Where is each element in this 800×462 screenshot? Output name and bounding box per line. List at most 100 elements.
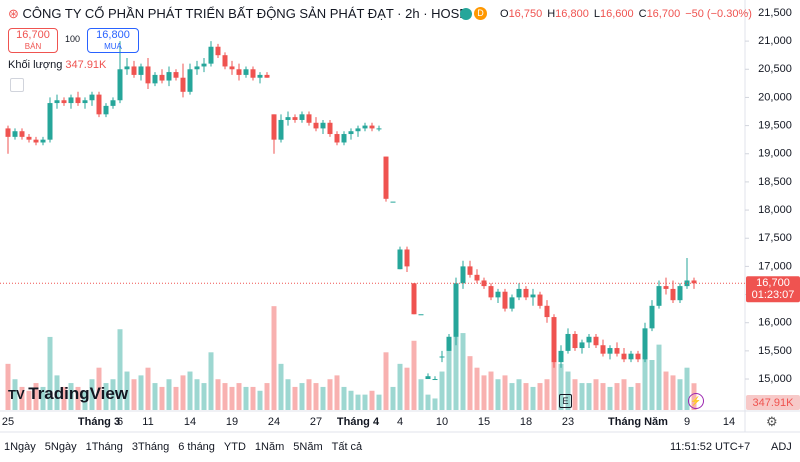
- volume-bar: [54, 375, 60, 410]
- candle-body: [5, 128, 11, 137]
- x-tick-label: 6: [117, 416, 123, 428]
- candle-body: [145, 66, 151, 84]
- candle-body: [348, 131, 354, 135]
- candle-body: [194, 66, 200, 70]
- volume-bar: [586, 383, 592, 410]
- y-tick-label: 19,000: [758, 148, 792, 160]
- dividend-marker[interactable]: ⚡: [688, 393, 704, 409]
- x-tick-label: 23: [562, 416, 574, 428]
- candle-body: [173, 72, 179, 78]
- range-button[interactable]: 5Ngày: [44, 441, 77, 453]
- volume-value: 347.91K: [65, 59, 107, 71]
- volume-bar: [5, 363, 11, 410]
- volume-bar: [103, 383, 109, 410]
- sell-price: 16,700: [16, 29, 50, 41]
- range-button[interactable]: YTD: [223, 441, 246, 453]
- volume-bar: [621, 379, 627, 410]
- volume-bar: [418, 379, 424, 410]
- candle-body: [530, 294, 536, 298]
- candle-body: [558, 350, 564, 363]
- candle-body: [614, 348, 620, 354]
- collapse-button[interactable]: [10, 78, 24, 92]
- candle-body: [341, 134, 347, 143]
- symbol-title: ⊛ CÔNG TY CỔ PHẦN PHÁT TRIỂN BẤT ĐỘNG SẢ…: [8, 6, 468, 22]
- logo-text: TradingView: [28, 384, 129, 403]
- volume-bar: [579, 383, 585, 410]
- ohlc-value: 16,750: [508, 8, 543, 20]
- adj-button[interactable]: ADJ: [771, 441, 792, 453]
- y-tick-label: 17,000: [758, 260, 792, 272]
- volume-bar: [432, 398, 438, 410]
- buy-button[interactable]: 16,800 MUA: [87, 28, 139, 53]
- volume-bar: [544, 379, 550, 410]
- earnings-marker[interactable]: E: [559, 394, 572, 408]
- candle-body: [411, 283, 417, 315]
- candle-body: [691, 280, 697, 284]
- y-tick-label: 15,500: [758, 345, 792, 357]
- candle-body: [404, 249, 410, 267]
- candle-body: [61, 100, 67, 104]
- x-tick-label: Tháng 4: [337, 416, 380, 428]
- volume-bar: [138, 375, 144, 410]
- range-button[interactable]: 5Năm: [293, 441, 323, 453]
- volume-bar: [600, 383, 606, 410]
- range-button[interactable]: 1Tháng: [85, 441, 123, 453]
- volume-bar: [558, 363, 564, 410]
- volume-bar: [411, 340, 417, 410]
- range-button[interactable]: 6 tháng: [178, 441, 215, 453]
- range-button[interactable]: 1Năm: [254, 441, 285, 453]
- candle-body: [670, 288, 676, 301]
- range-button[interactable]: Tất cả: [331, 441, 363, 453]
- volume-bar: [376, 394, 382, 410]
- candle-body: [243, 69, 249, 75]
- volume-bar: [362, 394, 368, 410]
- x-tick-label: 15: [478, 416, 490, 428]
- volume-bar: [271, 306, 277, 410]
- last-price-tag: [746, 276, 800, 303]
- volume-bar: [467, 356, 473, 410]
- x-tick-label: Tháng Năm: [608, 416, 668, 428]
- ohlc-key: C: [638, 8, 647, 20]
- candle-body: [607, 348, 613, 354]
- candle-body: [271, 114, 277, 140]
- volume-bar: [173, 386, 179, 410]
- candle-body: [376, 128, 382, 130]
- volume-bar: [180, 375, 186, 410]
- candle-body: [467, 266, 473, 275]
- candle-body: [495, 291, 501, 298]
- range-button[interactable]: 1Ngày: [4, 441, 36, 453]
- volume-bar: [677, 379, 683, 410]
- candle-body: [579, 342, 585, 349]
- candle-body: [208, 46, 214, 64]
- candle-body: [628, 353, 634, 360]
- candle-body: [656, 286, 662, 306]
- candle-body: [383, 156, 389, 199]
- ohlc-value: 16,700: [646, 8, 681, 20]
- range-button[interactable]: 3Tháng: [131, 441, 170, 453]
- volume-bar: [33, 383, 39, 410]
- volume-tag: [746, 395, 800, 410]
- x-tick-label: 4: [397, 416, 403, 428]
- sell-button[interactable]: 16,700 BÁN: [8, 28, 58, 53]
- volume-bar: [285, 379, 291, 410]
- candle-body: [649, 305, 655, 329]
- volume-bar: [397, 363, 403, 410]
- volume-bar: [292, 386, 298, 410]
- volume-bar: [96, 367, 102, 410]
- volume-bar: [684, 367, 690, 410]
- candle-body: [635, 353, 641, 360]
- volume-bar: [110, 379, 116, 410]
- candle-body: [180, 77, 186, 92]
- candle-body: [19, 131, 25, 137]
- candle-body: [292, 117, 298, 120]
- candle-body: [474, 274, 480, 281]
- candle-body: [40, 139, 46, 143]
- x-tick-label: 18: [520, 416, 532, 428]
- volume-legend: Khối lượng 347.91K: [8, 59, 106, 71]
- volume-bar: [481, 375, 487, 410]
- candle-body: [439, 356, 445, 358]
- settings-icon[interactable]: ⚙: [766, 414, 778, 429]
- volume-bar: [82, 390, 88, 410]
- candle-body: [600, 345, 606, 354]
